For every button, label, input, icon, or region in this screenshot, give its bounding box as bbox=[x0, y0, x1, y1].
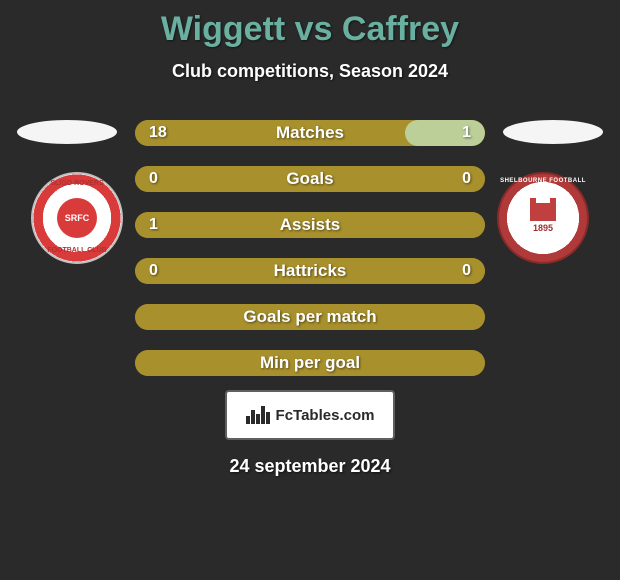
stat-value-right: 0 bbox=[462, 262, 471, 280]
team-left-badge-inner: SRFC bbox=[57, 198, 97, 238]
stat-label: Min per goal bbox=[135, 353, 485, 373]
stat-label: Assists bbox=[135, 215, 485, 235]
stat-label: Goals per match bbox=[135, 307, 485, 327]
stat-bar: Assists1 bbox=[135, 212, 485, 238]
page-title: Wiggett vs Caffrey bbox=[161, 10, 459, 49]
stat-value-left: 0 bbox=[149, 170, 158, 188]
stat-bar: Hattricks0 0 bbox=[135, 258, 485, 284]
stat-value-left: 1 bbox=[149, 216, 158, 234]
fctables-logo-icon bbox=[246, 406, 270, 424]
team-right-year: 1895 bbox=[533, 223, 553, 233]
player-right-avatar-placeholder bbox=[503, 120, 603, 144]
date-label: 24 september 2024 bbox=[229, 456, 390, 477]
left-player-col: SLIGO ROVERS SRFC FOOTBALL CLUB bbox=[27, 120, 127, 264]
comparison-infographic: Wiggett vs Caffrey Club competitions, Se… bbox=[0, 0, 620, 580]
stat-value-right: 0 bbox=[462, 170, 471, 188]
fctables-text: FcTables.com bbox=[276, 407, 375, 424]
stat-label: Hattricks bbox=[135, 261, 485, 281]
stat-label: Matches bbox=[135, 123, 485, 143]
team-left-circ-top: SLIGO ROVERS bbox=[50, 180, 103, 187]
castle-icon bbox=[530, 203, 556, 221]
right-player-col: SHELBOURNE FOOTBALL 1895 bbox=[493, 120, 593, 264]
team-right-circ: SHELBOURNE FOOTBALL bbox=[500, 178, 586, 184]
stat-value-left: 18 bbox=[149, 124, 167, 142]
team-left-circ-bot: FOOTBALL CLUB bbox=[47, 247, 106, 254]
player-left-avatar-placeholder bbox=[17, 120, 117, 144]
team-right-badge-inner: 1895 bbox=[530, 203, 556, 233]
stat-bar: Min per goal bbox=[135, 350, 485, 376]
fctables-badge[interactable]: FcTables.com bbox=[225, 390, 395, 440]
stat-bar: Goals per match bbox=[135, 304, 485, 330]
team-left-badge: SLIGO ROVERS SRFC FOOTBALL CLUB bbox=[31, 172, 123, 264]
page-subtitle: Club competitions, Season 2024 bbox=[172, 61, 448, 82]
main-row: SLIGO ROVERS SRFC FOOTBALL CLUB Matches1… bbox=[0, 120, 620, 376]
team-right-badge: SHELBOURNE FOOTBALL 1895 bbox=[497, 172, 589, 264]
stat-label: Goals bbox=[135, 169, 485, 189]
stat-bar: Matches18 1 bbox=[135, 120, 485, 146]
stats-bars: Matches181Goals00Assists1Hattricks00Goal… bbox=[135, 120, 485, 376]
stat-bar: Goals0 0 bbox=[135, 166, 485, 192]
stat-value-left: 0 bbox=[149, 262, 158, 280]
stat-value-right: 1 bbox=[462, 124, 471, 142]
